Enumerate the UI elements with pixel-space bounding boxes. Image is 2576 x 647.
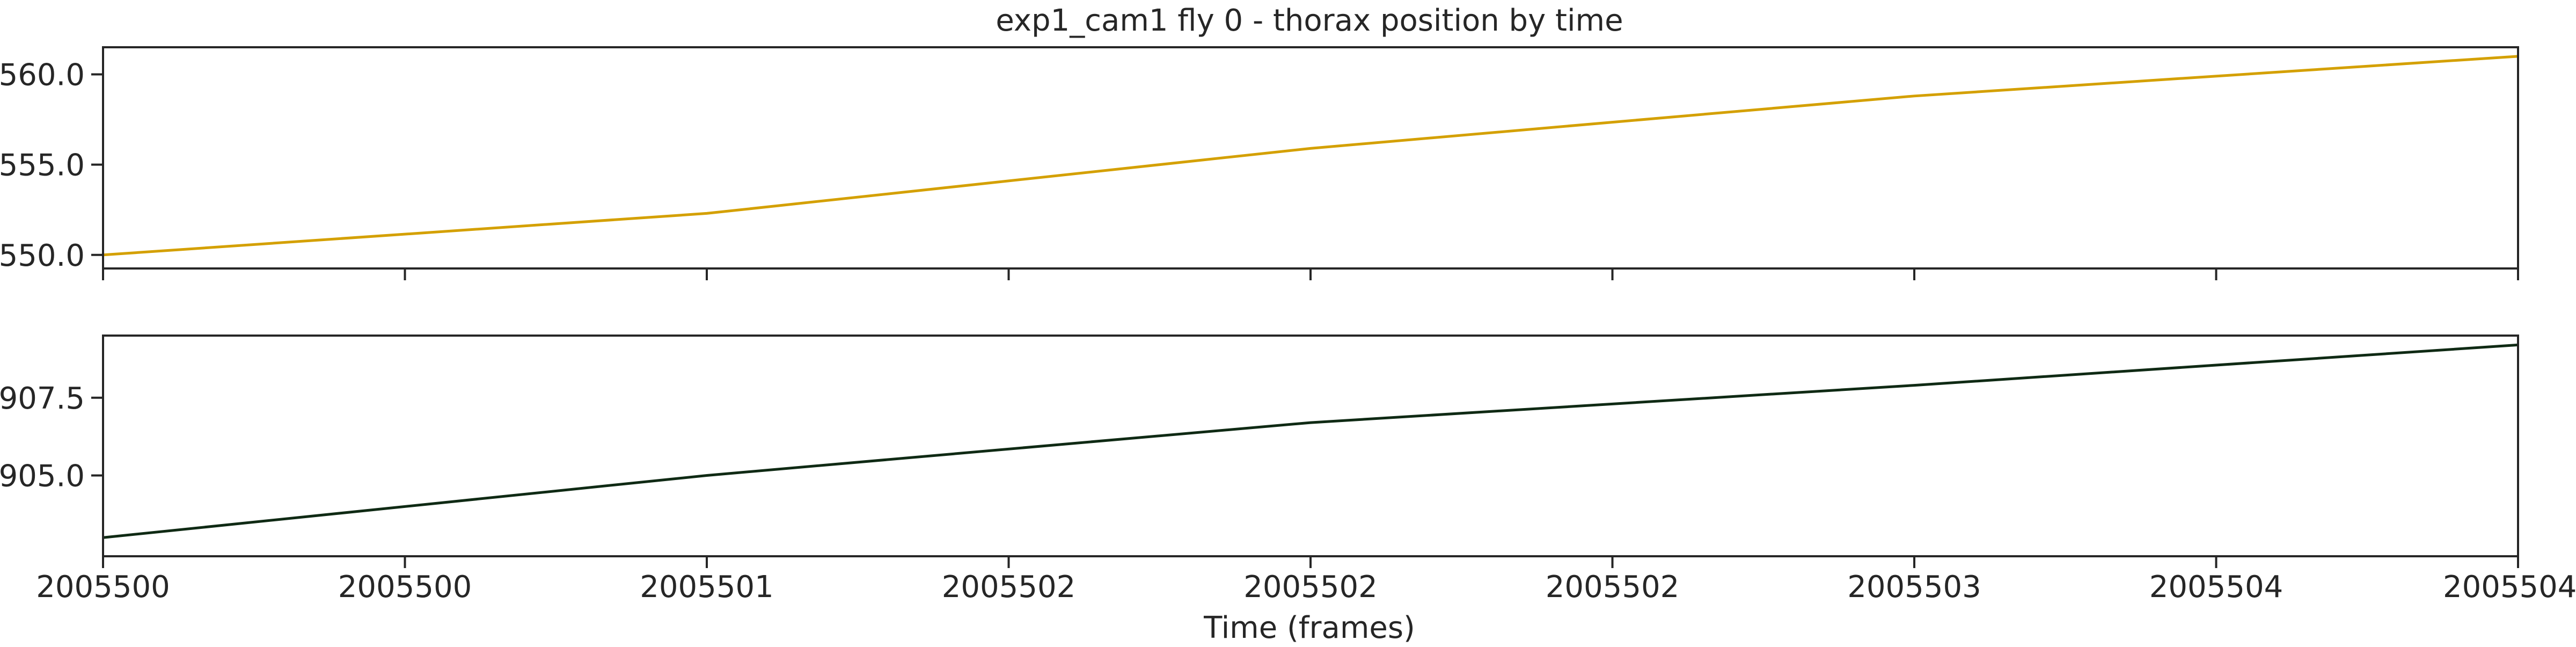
panel-top: 550.0 555.0 560.0 (0, 46, 2519, 280)
chart-title: exp1_cam1 fly 0 - thorax position by tim… (996, 3, 1623, 38)
x-tick-label-1: 2005500 (338, 570, 472, 605)
y-tick-label-panel-0-0: 550.0 (0, 238, 85, 273)
x-axis-label: Time (frames) (1203, 610, 1415, 644)
y-tick-label-panel-1-0: 905.0 (0, 459, 85, 493)
series-line-panel-0-0 (103, 55, 2519, 257)
panel-bottom: 905.0 907.5 (0, 335, 2519, 568)
y-tick-label-panel-1-1: 907.5 (0, 381, 85, 416)
x-tick-label-3: 2005502 (942, 570, 1075, 605)
y-tick-label-panel-0-2: 560.0 (0, 57, 85, 92)
x-tick-label-0: 2005500 (36, 570, 170, 605)
x-tick-label-5: 2005502 (1546, 570, 1679, 605)
x-axis-ticks: 2005500 2005500 2005501 2005502 2005502 20055… (36, 570, 2576, 605)
x-tick-label-6: 2005503 (1847, 570, 1981, 605)
x-tick-label-2: 2005501 (640, 570, 773, 605)
x-tick-label-4: 2005502 (1243, 570, 1377, 605)
x-tick-label-8: 2005504 (2443, 570, 2576, 605)
x-tick-label-7: 2005504 (2149, 570, 2283, 605)
y-tick-label-panel-0-1: 555.0 (0, 148, 85, 183)
series-line-panel-1-0 (103, 343, 2519, 539)
